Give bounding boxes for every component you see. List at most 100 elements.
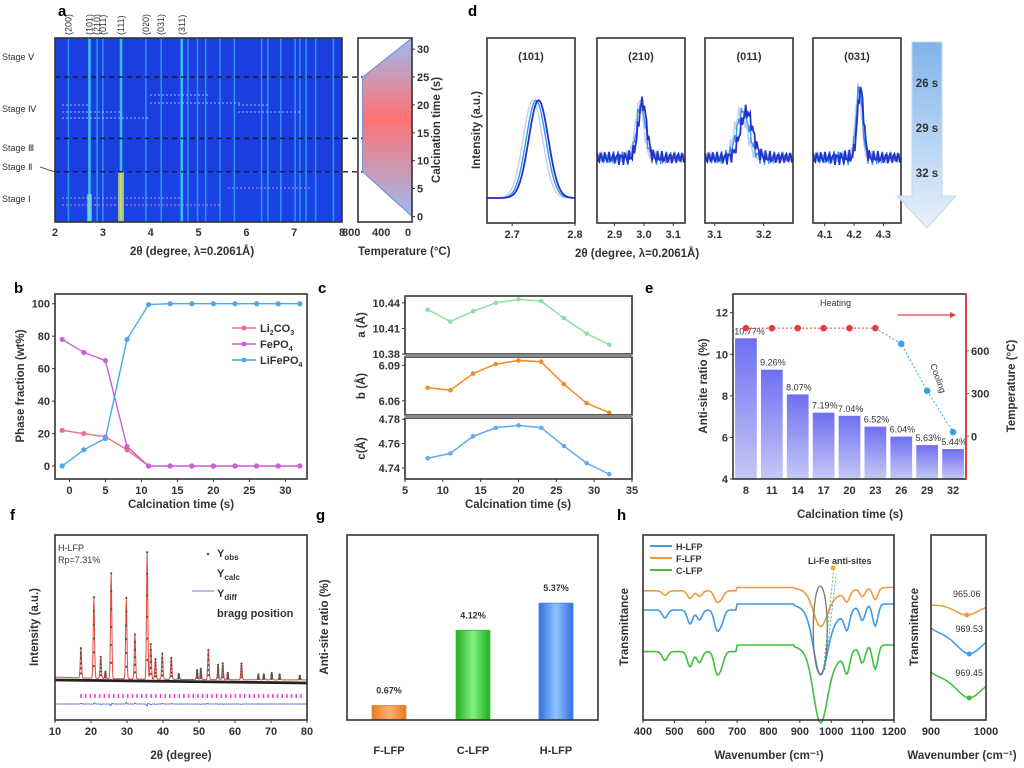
y-obs-point bbox=[177, 672, 180, 676]
y-tick-label: 12 bbox=[716, 308, 728, 320]
x-tick-label: 600 bbox=[697, 726, 715, 738]
data-point-a bbox=[538, 298, 544, 304]
data-point-b bbox=[448, 387, 453, 393]
y-obs-point bbox=[196, 677, 199, 680]
background-obs-band bbox=[54, 678, 308, 685]
y-obs-point bbox=[161, 661, 164, 664]
y-obs-point bbox=[149, 660, 152, 664]
y-obs-point bbox=[207, 653, 210, 657]
x-tick-label: 1000 bbox=[974, 726, 998, 738]
bragg-tick bbox=[94, 694, 96, 698]
cooling-point bbox=[923, 387, 931, 395]
y-obs-point bbox=[149, 654, 152, 658]
bar bbox=[786, 394, 809, 479]
bragg-tick bbox=[108, 694, 110, 698]
x-tick-label: 7 bbox=[291, 227, 297, 239]
y-obs-point bbox=[133, 671, 137, 674]
y-obs-point bbox=[298, 674, 301, 677]
y-calc-line bbox=[54, 552, 308, 681]
peak-subplot-title: (210) bbox=[628, 51, 654, 63]
y-obs-point bbox=[257, 673, 260, 676]
y-obs-point bbox=[99, 674, 102, 677]
data-point-FePO4 bbox=[124, 443, 130, 450]
y-obs-point bbox=[216, 671, 220, 674]
rp-annotation: Rp=7.31% bbox=[58, 555, 100, 565]
y-obs-point bbox=[146, 551, 149, 554]
bar-value-label: 7.04% bbox=[838, 404, 864, 414]
y-obs-point bbox=[92, 665, 95, 668]
y-obs-point bbox=[146, 594, 149, 597]
y-tick-label: 10 bbox=[417, 156, 429, 168]
sample-annotation: H-LFP bbox=[58, 543, 84, 553]
y-obs-point bbox=[196, 672, 199, 675]
y-obs-point bbox=[161, 674, 164, 677]
y-obs-point bbox=[196, 675, 199, 678]
ir-spectrum-C-LFP bbox=[643, 644, 894, 724]
data-point-LiFePO4 bbox=[167, 301, 173, 307]
legend-label-C-LFP: C-LFP bbox=[676, 566, 703, 576]
heating-arrowhead bbox=[950, 312, 956, 318]
data-point-b bbox=[516, 358, 521, 363]
y-obs-point bbox=[240, 667, 243, 671]
y-obs-point bbox=[221, 670, 224, 673]
y-obs-point bbox=[92, 623, 95, 626]
anti-site-marker bbox=[830, 565, 836, 571]
panel-letter-f: f bbox=[10, 507, 16, 524]
data-point-FePO4 bbox=[81, 349, 87, 356]
inset-min-marker bbox=[964, 612, 970, 618]
y-obs-point bbox=[154, 675, 157, 678]
data-point-LiFePO4 bbox=[189, 301, 195, 307]
cooling-line bbox=[875, 327, 954, 433]
legend-label-32s: 32 s bbox=[916, 168, 938, 180]
x-tick-label: 4 bbox=[148, 227, 155, 239]
x-tick-label: 800 bbox=[342, 227, 360, 239]
x-tick-label: 25 bbox=[243, 485, 255, 497]
series-line-LiFePO4 bbox=[61, 303, 300, 467]
data-point-a bbox=[516, 297, 521, 302]
peak-subplot-title: (101) bbox=[518, 51, 544, 63]
y-tick-label: 0 bbox=[417, 211, 423, 223]
ir-spectrum-H-LFP bbox=[643, 603, 894, 676]
data-point-FePO4 bbox=[167, 463, 173, 469]
band-separator bbox=[405, 354, 632, 357]
bragg-tick bbox=[239, 694, 241, 698]
bar-value-label: 5.44% bbox=[941, 437, 967, 447]
y-obs-point bbox=[146, 637, 149, 640]
bar-value-label: 10.77% bbox=[734, 326, 765, 336]
panel-letter-a: a bbox=[58, 3, 67, 20]
inset-min-label: 969.45 bbox=[955, 668, 983, 678]
bragg-tick bbox=[173, 694, 176, 698]
bragg-tick bbox=[286, 694, 288, 698]
y-obs-point bbox=[99, 663, 102, 666]
data-point-FePO4 bbox=[254, 463, 260, 469]
heatmap-hot-streak bbox=[118, 171, 125, 222]
bragg-tick bbox=[150, 694, 152, 698]
y-obs-point bbox=[221, 673, 224, 676]
y-axis-label-b: b (Å) bbox=[355, 373, 368, 399]
x-tick-label: 0 bbox=[405, 227, 411, 239]
y-obs-point bbox=[207, 658, 210, 662]
legend-marker-FePO4 bbox=[241, 341, 247, 347]
bragg-tick bbox=[262, 694, 265, 698]
y-obs-point bbox=[161, 656, 164, 660]
x-tick-label: 900 bbox=[791, 726, 809, 738]
bragg-tick bbox=[215, 694, 218, 698]
y-obs-point bbox=[110, 661, 113, 664]
data-point-LiFePO4 bbox=[124, 336, 130, 343]
heatmap-stage1-region bbox=[55, 171, 342, 222]
legend-label-LiFePO4: LiFePO4 bbox=[260, 355, 303, 369]
stage-label: Stage Ⅱ bbox=[2, 162, 32, 172]
peak-label: (031) bbox=[156, 14, 166, 35]
bragg-tick bbox=[197, 694, 199, 698]
y-obs-point bbox=[161, 665, 164, 668]
data-point-Li2CO3 bbox=[81, 430, 87, 437]
legend-label-2: Ydiff bbox=[217, 588, 237, 602]
data-point-c bbox=[470, 434, 476, 439]
y-tick-label: 15 bbox=[417, 128, 429, 140]
y-obs-point bbox=[199, 667, 202, 670]
y-obs-point bbox=[216, 676, 220, 679]
ir-spectrum-F-LFP bbox=[643, 586, 894, 628]
y-axis-label: Anti-site ratio (%) bbox=[698, 338, 710, 433]
bragg-tick bbox=[169, 694, 171, 698]
bar bbox=[760, 369, 783, 479]
